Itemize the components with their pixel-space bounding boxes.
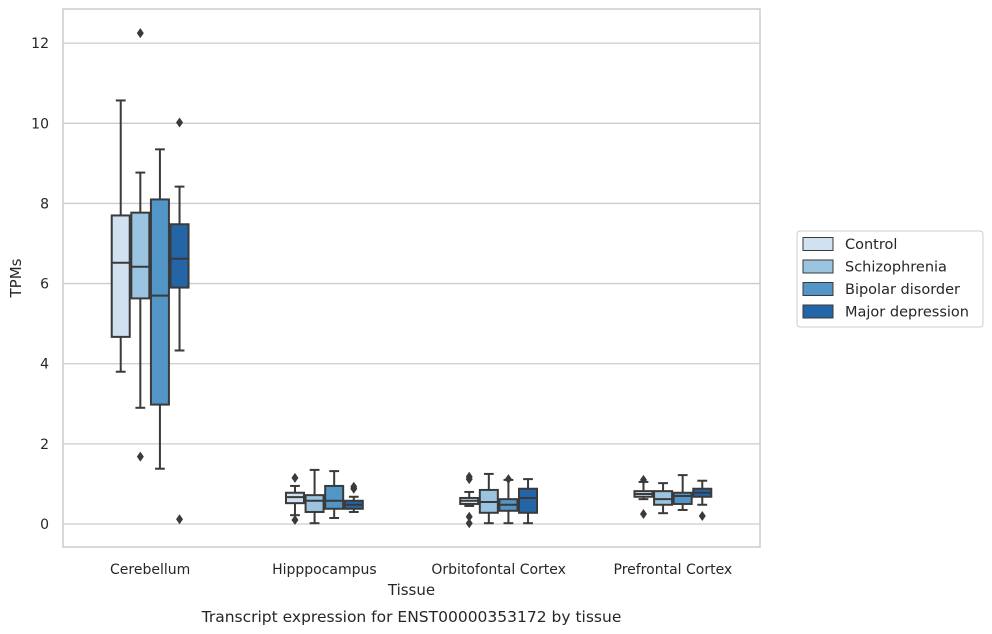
box-hipppocampus-schizophrenia xyxy=(304,468,325,525)
y-tick-label: 10 xyxy=(31,116,49,132)
box-orbitofontal-cortex-bipolar-disorder xyxy=(498,474,519,525)
outlier-point xyxy=(291,472,299,483)
y-tick-label: 6 xyxy=(40,277,49,293)
outlier-point xyxy=(291,514,299,525)
iqr-box xyxy=(672,491,693,505)
legend-swatch xyxy=(802,237,834,251)
iqr-box xyxy=(518,487,539,514)
box-cerebellum-control xyxy=(110,99,131,373)
legend: Control Schizophrenia Bipolar disorder Majo… xyxy=(796,230,984,328)
outlier-point xyxy=(465,474,473,485)
x-tick-label: Cerebellum xyxy=(110,562,190,578)
y-tick-label: 12 xyxy=(31,36,49,52)
outlier-point xyxy=(698,510,706,521)
x-tick-labels: Cerebellum Hipppocampus Orbitofontal Corte… xyxy=(110,562,732,578)
boxes xyxy=(110,28,713,529)
outlier-point xyxy=(504,474,512,485)
iqr-box xyxy=(324,484,345,510)
y-tick-label: 8 xyxy=(40,196,49,212)
iqr-box xyxy=(110,214,131,338)
legend-swatch xyxy=(802,259,834,274)
box-prefrontal-cortex-major-depression xyxy=(692,479,713,521)
outlier-point xyxy=(639,474,647,485)
legend-item-schizophrenia: Schizophrenia xyxy=(802,259,947,276)
y-tick-label: 2 xyxy=(40,437,49,453)
box-hipppocampus-bipolar-disorder xyxy=(324,470,345,519)
box-orbitofontal-cortex-major-depression xyxy=(518,478,539,525)
y-tick-label: 4 xyxy=(40,357,49,373)
iqr-box xyxy=(304,494,325,513)
box-orbitofontal-cortex-schizophrenia xyxy=(478,472,499,525)
chart-caption: Transcript expression for ENST0000035317… xyxy=(201,608,622,626)
box-cerebellum-major-depression xyxy=(169,117,190,525)
legend-label: Major depression xyxy=(845,305,969,321)
outlier-point xyxy=(465,518,473,529)
x-axis-label: Tissue xyxy=(387,581,435,599)
outlier-point xyxy=(465,511,473,522)
x-tick-label: Orbitofontal Cortex xyxy=(431,562,566,578)
x-tick-label: Prefrontal Cortex xyxy=(614,562,733,578)
legend-item-control: Control xyxy=(802,237,897,253)
box-hipppocampus-control xyxy=(284,472,305,525)
box-hipppocampus-major-depression xyxy=(343,481,364,513)
iqr-box xyxy=(149,198,170,406)
legend-swatch xyxy=(802,282,834,296)
box-prefrontal-cortex-schizophrenia xyxy=(653,482,674,515)
outlier-point xyxy=(176,117,184,128)
outlier-point xyxy=(176,514,184,525)
outlier-point xyxy=(136,28,144,39)
legend-label: Control xyxy=(845,237,897,253)
outlier-point xyxy=(639,508,647,519)
y-tick-labels: 0 2 4 6 8 10 12 xyxy=(31,36,49,533)
box-prefrontal-cortex-bipolar-disorder xyxy=(672,474,693,511)
box-prefrontal-cortex-control xyxy=(633,474,654,519)
iqr-box xyxy=(169,223,190,289)
box-cerebellum-schizophrenia xyxy=(130,28,151,462)
plot-frame xyxy=(62,8,761,548)
legend-label: Schizophrenia xyxy=(845,260,947,276)
legend-item-major-depression: Major depression xyxy=(802,304,969,321)
outlier-point xyxy=(350,481,358,492)
legend-swatch xyxy=(802,304,834,319)
legend-item-bipolar-disorder: Bipolar disorder xyxy=(802,282,960,298)
legend-label: Bipolar disorder xyxy=(845,282,960,298)
box-cerebellum-bipolar-disorder xyxy=(149,148,170,470)
iqr-box xyxy=(130,211,151,300)
iqr-box xyxy=(653,490,674,506)
legend-frame xyxy=(796,230,984,328)
outlier-point xyxy=(136,451,144,462)
y-axis-label: TPMs xyxy=(7,258,25,298)
y-tick-label: 0 xyxy=(40,517,49,533)
x-tick-label: Hipppocampus xyxy=(272,562,377,578)
box-orbitofontal-cortex-control xyxy=(459,471,480,529)
